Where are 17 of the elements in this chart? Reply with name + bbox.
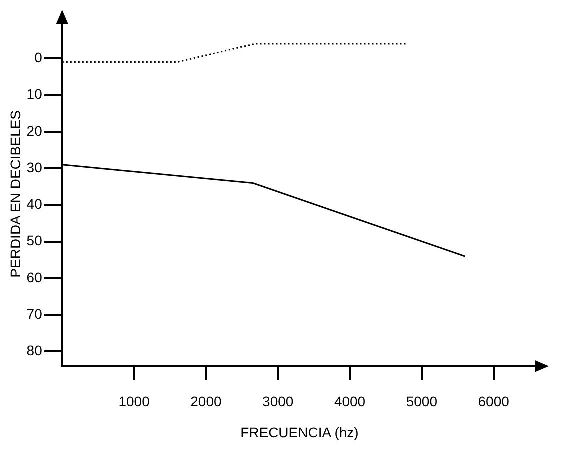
x-axis-title: FRECUENCIA (hz) (240, 424, 359, 440)
y-tick-label: 20 (26, 122, 43, 139)
x-tick-label: 4000 (334, 394, 366, 410)
x-tick-label: 5000 (406, 394, 438, 410)
y-tick-label: 50 (26, 232, 43, 249)
y-tick-label: 10 (26, 86, 43, 102)
y-tick-label: 70 (26, 306, 43, 322)
y-tick-label: 30 (26, 159, 43, 176)
y-tick-label: 0 (34, 50, 43, 66)
x-tick-label: 6000 (478, 394, 510, 410)
y-tick-label: 80 (26, 342, 43, 359)
x-tick-label: 2000 (190, 394, 222, 410)
y-axis-title: PERDIDA EN DECIBELES (7, 110, 24, 278)
y-tick-label: 60 (26, 269, 43, 286)
x-tick-label: 3000 (262, 394, 294, 410)
y-tick-label: 40 (26, 196, 43, 212)
x-tick-label: 1000 (118, 394, 150, 410)
